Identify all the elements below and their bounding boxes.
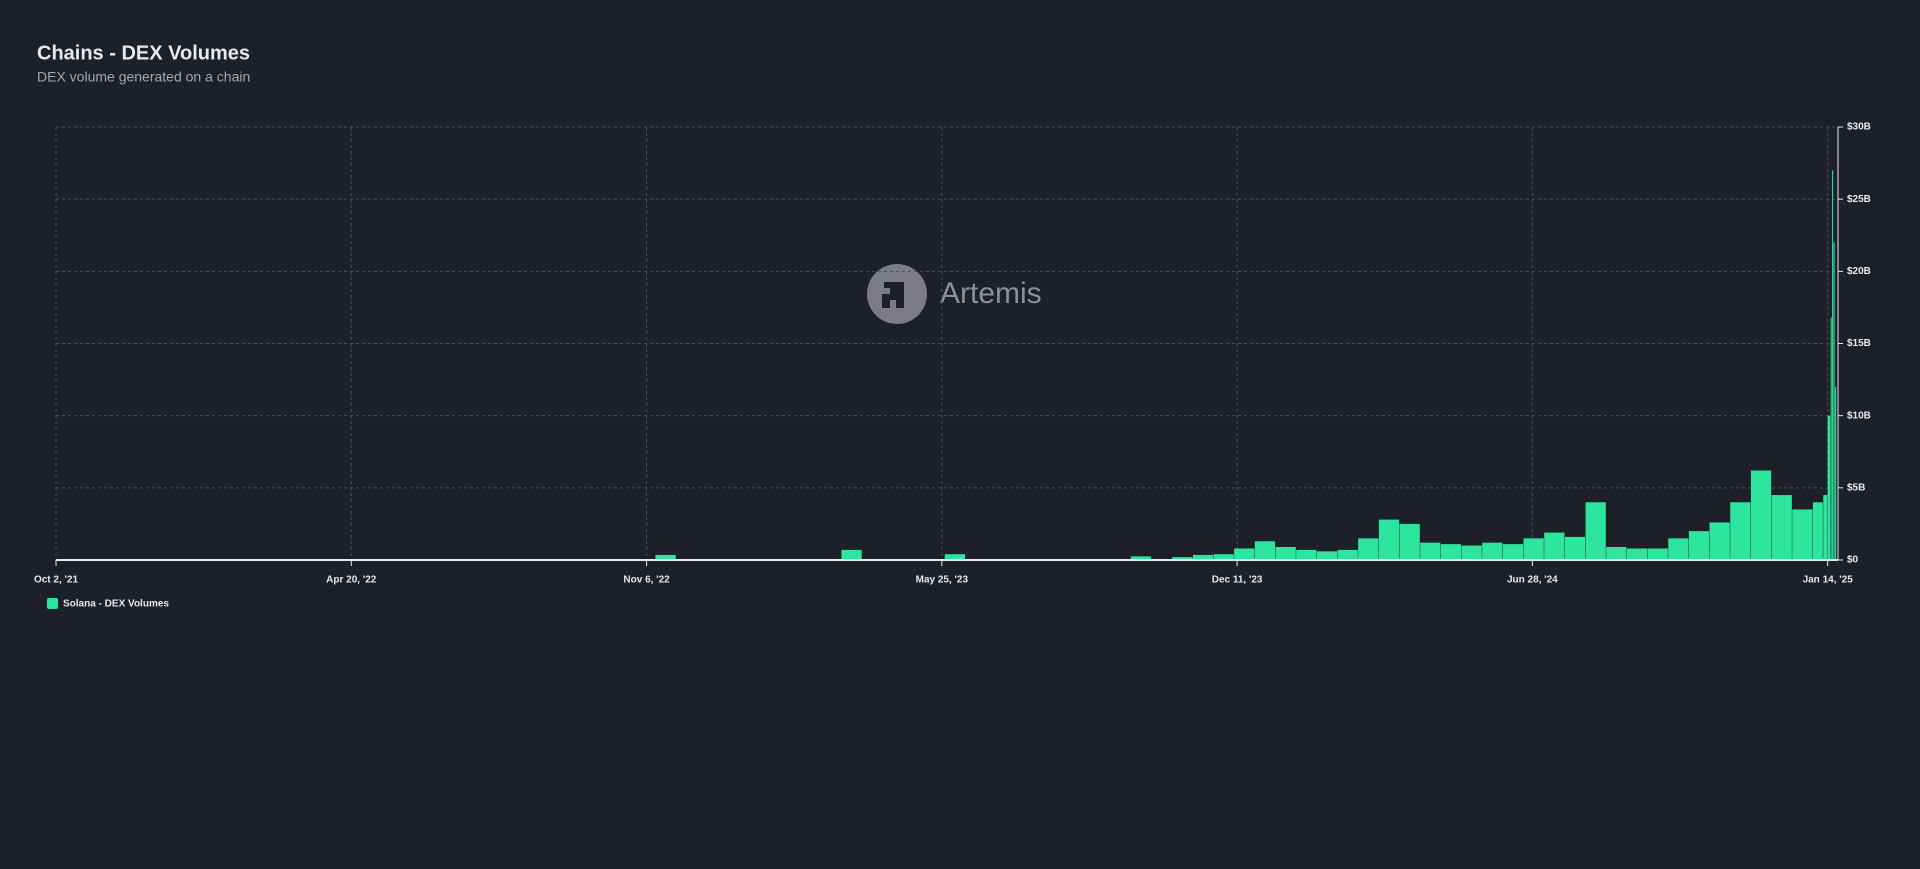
bar: [1812, 502, 1823, 560]
bar: [1523, 538, 1544, 560]
bar: [1832, 170, 1834, 561]
bar: [1833, 242, 1835, 560]
bar: [1296, 549, 1317, 560]
legend-label: Solana - DEX Volumes: [63, 599, 169, 610]
x-tick-label: Jun 28, '24: [1507, 575, 1558, 586]
bar: [1130, 556, 1152, 560]
bar: [1544, 532, 1565, 560]
bar: [1792, 509, 1813, 560]
bar: [1626, 548, 1648, 560]
legend-swatch: [47, 598, 58, 609]
bar: [1835, 386, 1837, 560]
x-tick-label: Jan 14, '25: [1803, 575, 1854, 586]
bar: [1823, 495, 1828, 560]
y-tick-label: $30B: [1847, 122, 1871, 133]
bar: [1688, 531, 1710, 560]
bar: [1275, 547, 1296, 560]
x-tick-label: Dec 11, '23: [1212, 575, 1263, 586]
bar: [1234, 548, 1255, 560]
bar: [1606, 547, 1627, 560]
y-tick-label: $15B: [1847, 338, 1871, 349]
bar: [1440, 544, 1462, 560]
y-tick-label: $25B: [1847, 194, 1871, 205]
chart-title: Chains - DEX Volumes: [37, 42, 250, 64]
bar: [1358, 538, 1379, 560]
bar: [1461, 545, 1482, 560]
bar: [1709, 522, 1730, 560]
bar: [1192, 554, 1214, 560]
bar: [1750, 470, 1772, 560]
bar: [1399, 523, 1420, 560]
bar: [1213, 554, 1234, 560]
bar: [1502, 544, 1524, 560]
y-tick-label: $0: [1847, 555, 1859, 566]
bar: [1482, 542, 1503, 560]
bar: [1420, 542, 1441, 560]
bar: [1668, 538, 1689, 560]
bar: [1730, 502, 1751, 560]
bar: [944, 554, 966, 560]
bar: [1827, 415, 1831, 560]
watermark-logo: [867, 264, 927, 324]
bar: [1172, 557, 1193, 560]
bar: [1254, 541, 1276, 560]
bar: [1316, 551, 1338, 560]
x-tick-label: Oct 2, '21: [34, 575, 79, 586]
bar: [1647, 548, 1668, 560]
bar: [655, 554, 676, 560]
bar: [1564, 536, 1586, 560]
bar: [1337, 549, 1358, 560]
x-tick-label: Nov 6, '22: [623, 575, 670, 586]
chart-subtitle: DEX volume generated on a chain: [37, 69, 250, 85]
y-tick-label: $10B: [1847, 410, 1871, 421]
y-tick-label: $20B: [1847, 266, 1871, 277]
bar: [1830, 317, 1832, 560]
bar: [1378, 519, 1400, 560]
bar: [841, 549, 862, 560]
bar: [1771, 495, 1792, 560]
y-tick-label: $5B: [1847, 482, 1865, 493]
bar: [1585, 502, 1606, 560]
x-tick-label: Apr 20, '22: [326, 575, 377, 586]
watermark: Artemis: [940, 277, 1042, 310]
x-tick-label: May 25, '23: [916, 575, 969, 586]
